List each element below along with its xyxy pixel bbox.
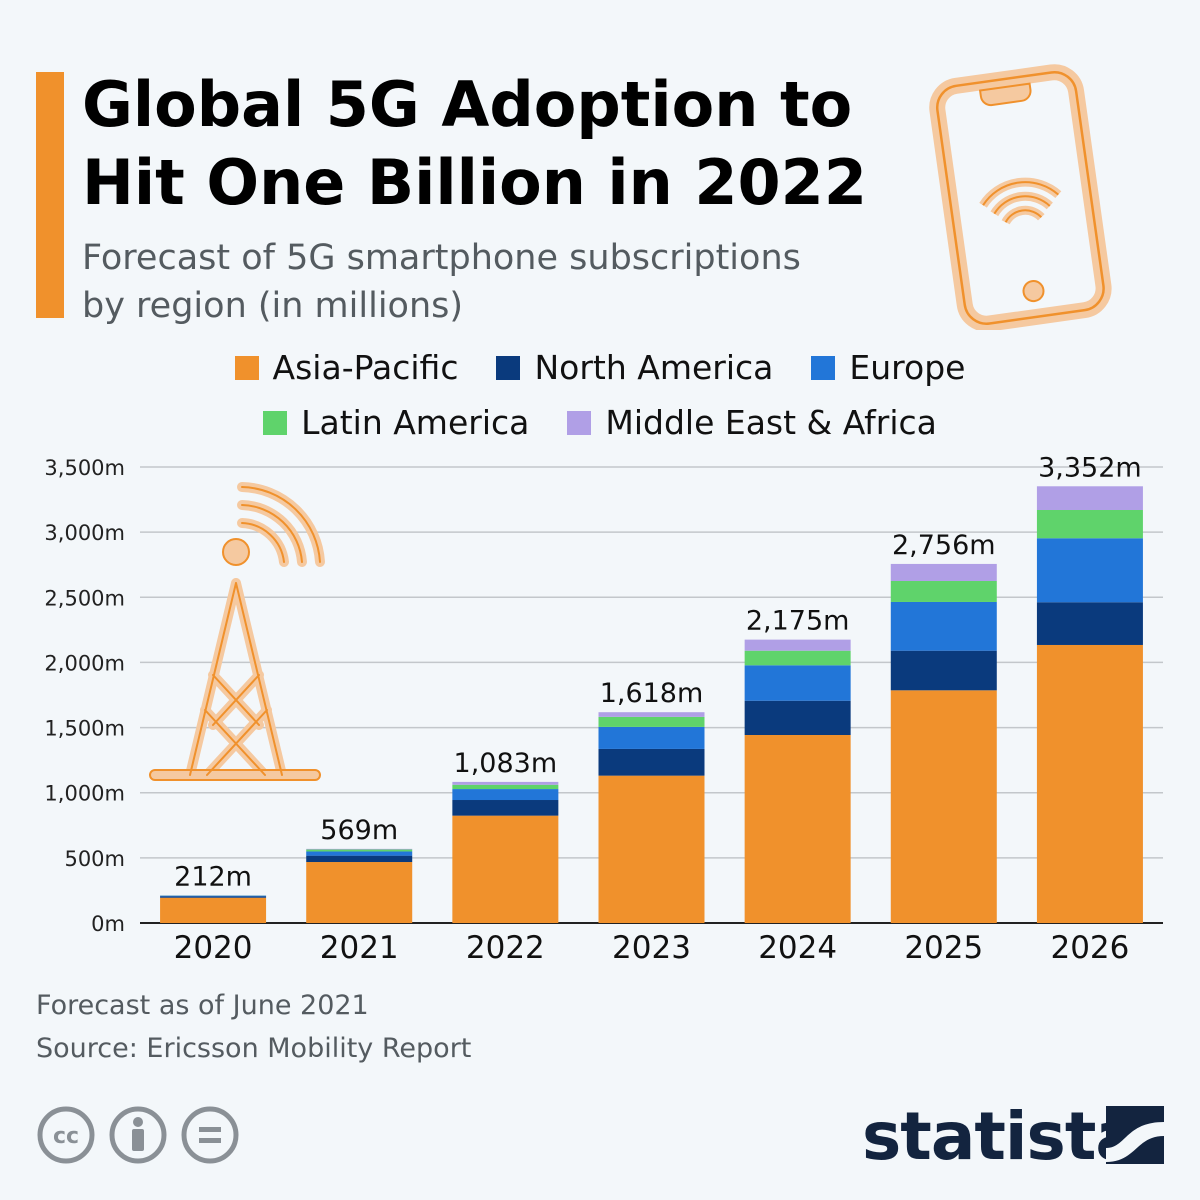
legend-item-asia-pacific: Asia-Pacific (234, 348, 459, 387)
x-tick-label: 2024 (758, 930, 837, 966)
bar-segment-europe (598, 726, 705, 749)
stacked-bar-chart: 0m 500m 1,000m 1,500m 2,000m 2,500m 3,000m 3,50… (44, 452, 1163, 966)
bar-segment-latin-america (598, 716, 705, 727)
subtitle-line-2: by region (in millions) (82, 286, 464, 326)
y-tick-label: 0m (91, 912, 125, 936)
total-label: 2,756m (892, 530, 996, 561)
bar-segment-north-america (1036, 602, 1143, 645)
bar-segment-asia-pacific (160, 897, 267, 923)
legend-item-north-america: North America (496, 348, 773, 387)
legend-swatch (811, 355, 836, 380)
legend-swatch (567, 410, 592, 435)
svg-text:cc: cc (53, 1124, 79, 1149)
subtitle-line-1: Forecast of 5G smartphone subscriptions (82, 238, 801, 278)
y-tick-label: 2,500m (44, 586, 125, 610)
bar-segment-europe (1036, 538, 1143, 603)
bar-segment-north-america (598, 748, 705, 776)
cell-tower-icon (149, 482, 325, 781)
bar-segment-latin-america (1036, 509, 1143, 539)
bar-segment-europe (306, 851, 413, 856)
bar-segment-middle-east-africa (890, 563, 997, 581)
x-tick-label: 2022 (466, 930, 545, 966)
y-tick-label: 1,000m (44, 782, 125, 806)
x-tick-label: 2020 (174, 930, 253, 966)
total-label: 569m (320, 815, 398, 846)
cc-icon[interactable]: cc (36, 1105, 96, 1165)
legend-swatch (263, 410, 288, 435)
bar-segment-middle-east-africa (452, 781, 559, 785)
bar-segment-asia-pacific (598, 775, 705, 923)
bar-segment-europe (160, 895, 267, 897)
bar-segment-north-america (452, 800, 559, 816)
bar-segment-europe (452, 789, 559, 801)
bar-segment-asia-pacific (890, 690, 997, 923)
total-label: 1,618m (600, 678, 704, 709)
total-label: 3,352m (1038, 452, 1142, 483)
legend-row-1: Asia-Pacific North America Europe (0, 348, 1200, 387)
bar-segment-north-america (160, 896, 267, 898)
bar-segment-latin-america (890, 581, 997, 602)
source: Source: Ericsson Mobility Report (36, 1033, 472, 1064)
bar-segment-middle-east-africa (306, 848, 413, 850)
y-tick-label: 2,000m (44, 651, 125, 675)
legend-label: North America (534, 348, 774, 387)
legend-item-middle-east-africa: Middle East & Africa (567, 403, 937, 442)
no-derivatives-icon[interactable] (180, 1105, 240, 1165)
legend-row-2: Latin America Middle East & Africa (0, 403, 1200, 442)
bar-segment-middle-east-africa (1036, 486, 1143, 510)
bar-segment-north-america (890, 650, 997, 691)
total-label: 1,083m (454, 748, 558, 779)
bar-segment-asia-pacific (306, 862, 413, 923)
bar-segment-asia-pacific (1036, 644, 1143, 923)
y-tick-label: 500m (64, 847, 125, 871)
legend-swatch (234, 355, 259, 380)
bar-segment-middle-east-africa (744, 639, 851, 651)
bar-segment-latin-america (306, 849, 413, 852)
statista-logo-icon (1106, 1106, 1164, 1164)
y-tick-label: 1,500m (44, 717, 125, 741)
title-line-1: Global 5G Adoption to (82, 68, 853, 141)
smartphone-wifi-icon (929, 64, 1112, 330)
page-title: Global 5G Adoption to Hit One Billion in… (82, 66, 867, 222)
x-tick-label: 2021 (320, 930, 399, 966)
x-tick-label: 2023 (612, 930, 691, 966)
subtitle: Forecast of 5G smartphone subscriptions … (82, 234, 801, 330)
y-tick-label: 3,500m (44, 456, 125, 480)
statista-logo[interactable]: statista (862, 1098, 1140, 1175)
bar-segment-europe (890, 601, 997, 651)
bar-segment-latin-america (744, 650, 851, 666)
bar-segment-asia-pacific (452, 815, 559, 923)
legend-label: Europe (849, 348, 966, 387)
bar-segment-latin-america (452, 784, 559, 790)
legend-item-europe: Europe (811, 348, 965, 387)
total-label: 2,175m (746, 606, 850, 637)
legend-item-latin-america: Latin America (263, 403, 529, 442)
attribution-icon[interactable] (108, 1105, 168, 1165)
footnote: Forecast as of June 2021 (36, 990, 369, 1021)
bar-segment-north-america (744, 700, 851, 735)
bar-segment-north-america (306, 855, 413, 863)
title-line-2: Hit One Billion in 2022 (82, 146, 867, 219)
legend-label: Asia-Pacific (272, 348, 459, 387)
bar-segment-middle-east-africa (598, 712, 705, 717)
y-tick-label: 3,000m (44, 521, 125, 545)
bar-segment-asia-pacific (744, 734, 851, 923)
bar-segment-europe (744, 665, 851, 701)
legend-swatch (496, 355, 521, 380)
legend-label: Middle East & Africa (605, 403, 937, 442)
legend-label: Latin America (301, 403, 530, 442)
x-tick-label: 2025 (904, 930, 983, 966)
x-tick-label: 2026 (1050, 930, 1129, 966)
total-label: 212m (174, 861, 252, 892)
accent-bar (36, 72, 64, 318)
